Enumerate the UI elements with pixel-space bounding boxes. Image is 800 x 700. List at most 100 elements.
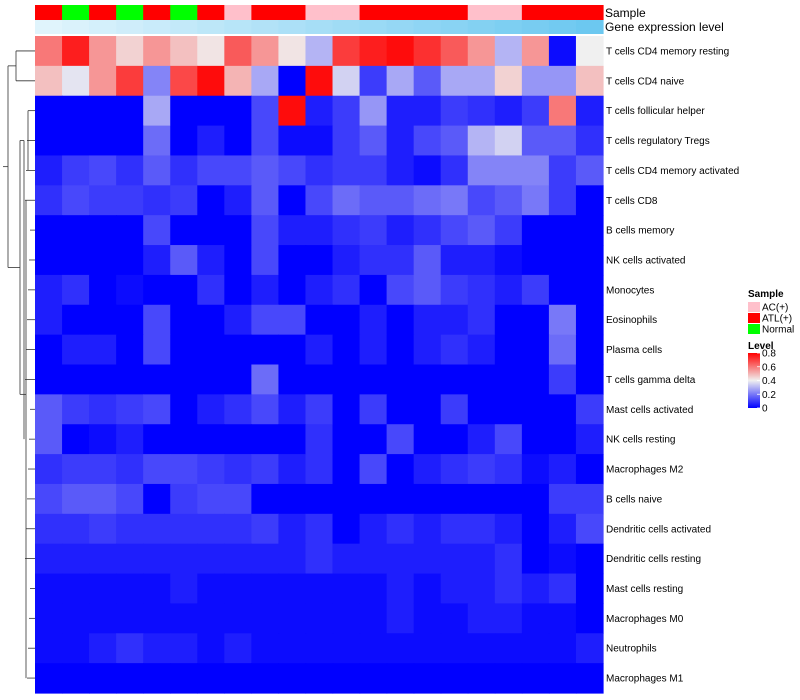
heatmap-cell <box>359 36 388 67</box>
heatmap-cell <box>278 245 307 276</box>
heatmap-cell <box>197 215 225 246</box>
heatmap-cell <box>62 245 90 276</box>
heatmap-cell <box>170 364 198 395</box>
heatmap-cell <box>170 65 198 97</box>
heatmap-cell <box>575 513 604 545</box>
sample-annotation-cell <box>251 5 280 20</box>
heatmap-cell <box>224 65 252 97</box>
legend-level-tick-label: 0.8 <box>762 349 776 360</box>
heatmap-cell <box>35 95 63 127</box>
heatmap-cell <box>62 573 90 605</box>
sample-annotation-cell <box>197 5 225 20</box>
heatmap-cell <box>224 95 252 127</box>
heatmap-cell <box>305 95 334 127</box>
heatmap-cell <box>575 483 604 515</box>
heatmap-cell <box>35 603 63 634</box>
heatmap-cell <box>440 185 469 216</box>
row-label: T cells gamma delta <box>606 375 696 386</box>
heatmap-cell <box>89 185 117 216</box>
heatmap-cell <box>413 65 442 97</box>
expression-annotation-cell <box>467 20 496 34</box>
heatmap-cell <box>332 245 361 276</box>
heatmap-cell <box>251 513 280 545</box>
heatmap-cell <box>332 125 361 157</box>
heatmap-cell <box>278 603 307 634</box>
legend-sample-label: Normal <box>762 325 794 336</box>
heatmap-cell <box>143 95 171 127</box>
heatmap-cell <box>62 65 90 97</box>
legend-level-tick-label: 0.6 <box>762 362 776 373</box>
heatmap-cell <box>143 334 171 366</box>
heatmap-cell <box>440 454 469 485</box>
row-label: Mast cells activated <box>606 405 693 416</box>
heatmap-cell <box>575 185 604 216</box>
heatmap-cell <box>251 65 280 97</box>
heatmap-cell <box>332 155 361 186</box>
expression-annotation-cell <box>197 20 225 34</box>
heatmap-cell <box>197 125 225 157</box>
expression-annotation-cell <box>224 20 252 34</box>
heatmap-cell <box>170 633 198 664</box>
heatmap-cell <box>575 215 604 246</box>
heatmap-cell <box>116 394 144 425</box>
heatmap-cell <box>197 65 225 97</box>
heatmap-cell <box>35 573 63 605</box>
heatmap-cell <box>548 125 577 157</box>
heatmap-cell <box>386 334 415 366</box>
heatmap-cell <box>494 603 523 634</box>
heatmap-cell <box>332 215 361 246</box>
expression-annotation-cell <box>332 20 361 34</box>
heatmap-cell <box>494 633 523 664</box>
heatmap-cell <box>62 364 90 395</box>
heatmap-cell <box>494 543 523 575</box>
heatmap-cell <box>332 633 361 664</box>
heatmap-cell <box>494 245 523 276</box>
row-label: Macrophages M1 <box>606 674 684 685</box>
heatmap-cell <box>278 125 307 157</box>
heatmap-cell <box>440 155 469 186</box>
heatmap-cell <box>548 603 577 634</box>
heatmap-cell <box>251 364 280 395</box>
heatmap-cell <box>386 36 415 67</box>
heatmap-cell <box>35 245 63 276</box>
heatmap-cell <box>386 155 415 186</box>
sample-annotation-cell <box>89 5 117 20</box>
row-label: Monocytes <box>606 285 654 296</box>
heatmap-cell <box>35 274 63 306</box>
heatmap-cell <box>548 215 577 246</box>
heatmap-cell <box>359 274 388 306</box>
heatmap-cell <box>494 274 523 306</box>
heatmap-cell <box>62 95 90 127</box>
heatmap-cell <box>89 394 117 425</box>
expression-annotation-cell <box>521 20 550 34</box>
heatmap-cell <box>575 573 604 605</box>
heatmap-cell <box>359 573 388 605</box>
heatmap-cell <box>143 215 171 246</box>
heatmap-cell <box>359 304 388 336</box>
heatmap-cell <box>548 573 577 605</box>
heatmap-cell <box>224 454 252 485</box>
row-label: T cells follicular helper <box>606 106 705 117</box>
heatmap-cell <box>359 633 388 664</box>
heatmap-cell <box>251 125 280 157</box>
heatmap-cell <box>359 95 388 127</box>
heatmap-cell <box>251 334 280 366</box>
heatmap-cell <box>143 364 171 395</box>
heatmap-cell <box>89 65 117 97</box>
heatmap-cell <box>35 304 63 336</box>
heatmap-cell <box>116 155 144 186</box>
heatmap-cell <box>440 125 469 157</box>
sample-annotation-cell <box>386 5 415 20</box>
heatmap-cell <box>170 663 198 694</box>
heatmap-cell <box>521 454 550 485</box>
heatmap-cell <box>224 394 252 425</box>
heatmap-cell <box>278 95 307 127</box>
heatmap-cell <box>521 155 550 186</box>
heatmap-cell <box>386 424 415 455</box>
heatmap-cell <box>440 95 469 127</box>
heatmap-cell <box>440 334 469 366</box>
heatmap-cell <box>494 663 523 694</box>
heatmap-cell <box>251 394 280 425</box>
heatmap-cell <box>386 543 415 575</box>
heatmap-cell <box>467 334 496 366</box>
